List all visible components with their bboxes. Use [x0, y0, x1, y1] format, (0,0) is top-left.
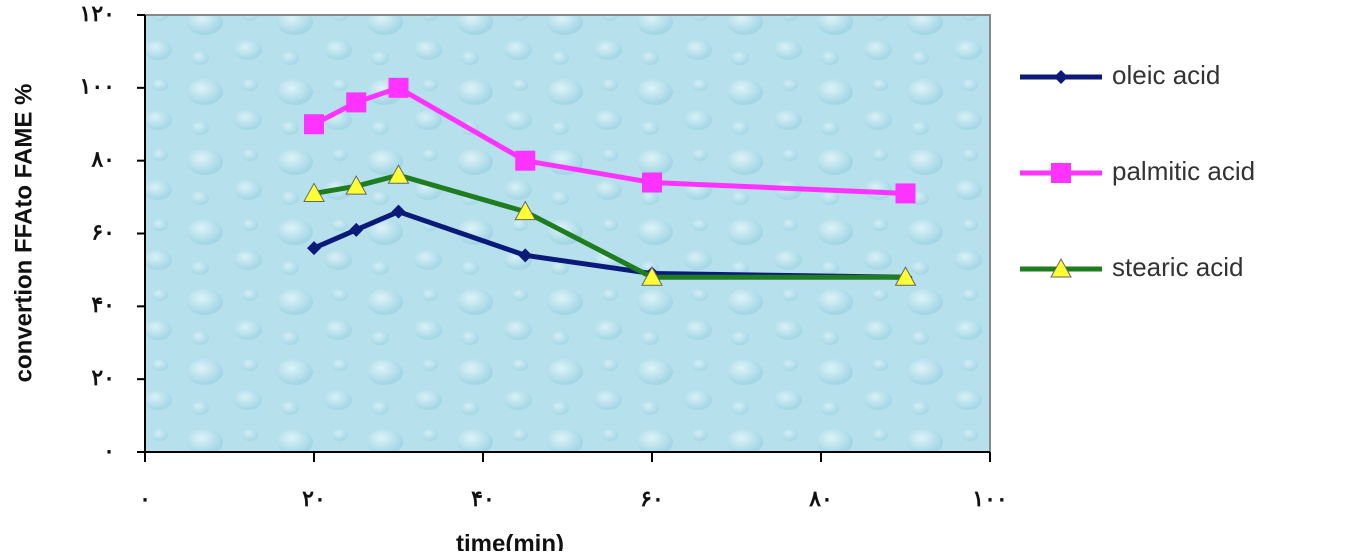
y-tick-label: ۸۰ — [90, 146, 115, 171]
marker — [641, 266, 663, 286]
marker — [303, 182, 325, 202]
marker — [894, 266, 917, 286]
y-tick-label: ۱۰۰ — [80, 74, 115, 99]
marker — [307, 241, 321, 256]
marker — [1051, 163, 1071, 183]
marker — [895, 183, 916, 204]
marker — [304, 114, 324, 135]
series-line — [313, 172, 906, 280]
marker — [346, 92, 367, 113]
legend-label: stearic acid — [1112, 252, 1244, 282]
y-axis-label: convertion FFAto FAME % — [10, 84, 37, 383]
marker — [514, 200, 537, 221]
legend-label: palmitic acid — [1112, 156, 1255, 186]
marker — [391, 204, 406, 219]
marker — [388, 77, 409, 98]
x-tick-label: ۱۰۰ — [972, 486, 1007, 511]
marker — [349, 222, 364, 237]
marker — [345, 175, 368, 195]
x-tick-label: ۲۰ — [302, 486, 326, 511]
x-tick-label: ۴۰ — [471, 486, 495, 511]
x-tick-label: ۸۰ — [808, 486, 833, 511]
y-tick-label: ۰ — [103, 438, 115, 463]
x-tick-label: ۶۰ — [640, 486, 664, 511]
y-tick-label: ۱۲۰ — [80, 1, 115, 26]
x-tick-label: ۰ — [139, 486, 151, 511]
series-line — [313, 208, 906, 280]
marker — [387, 164, 410, 184]
marker — [1054, 70, 1068, 84]
y-tick-label: ۲۰ — [91, 365, 115, 390]
marker — [518, 248, 533, 263]
marker — [642, 172, 662, 193]
y-tick-label: ۶۰ — [91, 219, 115, 244]
y-tick-label: ۴۰ — [91, 292, 115, 317]
legend-label: oleic acid — [1112, 60, 1220, 90]
x-axis-label: time(min) — [456, 530, 564, 551]
marker — [1050, 257, 1072, 278]
marker — [515, 150, 536, 171]
